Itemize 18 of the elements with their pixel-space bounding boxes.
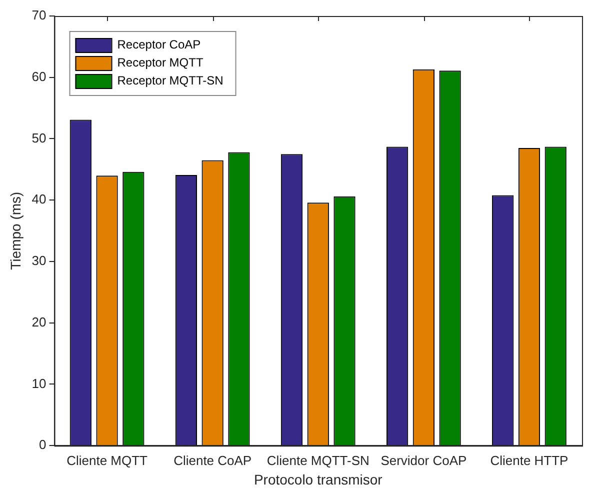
x-tick-label: Cliente HTTP: [490, 452, 568, 468]
y-tick-label: 20: [32, 314, 46, 330]
x-tick-label: Cliente MQTT-SN: [266, 452, 370, 468]
x-tick-label: Cliente MQTT: [66, 452, 148, 468]
y-tick-label: 60: [32, 68, 46, 84]
legend-label: Receptor CoAP: [117, 37, 201, 52]
x-tick-label: Cliente CoAP: [174, 452, 252, 468]
x-axis-title: Protocolo transmisor: [254, 471, 383, 488]
y-tick-label: 70: [32, 8, 46, 23]
y-tick-label: 40: [32, 192, 46, 207]
y-tick-label: 10: [32, 376, 46, 391]
legend-label: Receptor MQTT: [117, 55, 204, 70]
x-tick-label: Servidor CoAP: [380, 452, 467, 468]
legend-label: Receptor MQTT-SN: [117, 73, 224, 88]
y-tick-label: 0: [39, 437, 46, 452]
y-axis-title: Tiempo (ms): [7, 192, 24, 270]
y-tick-label: 30: [32, 253, 46, 268]
y-tick-label: 50: [32, 130, 46, 146]
